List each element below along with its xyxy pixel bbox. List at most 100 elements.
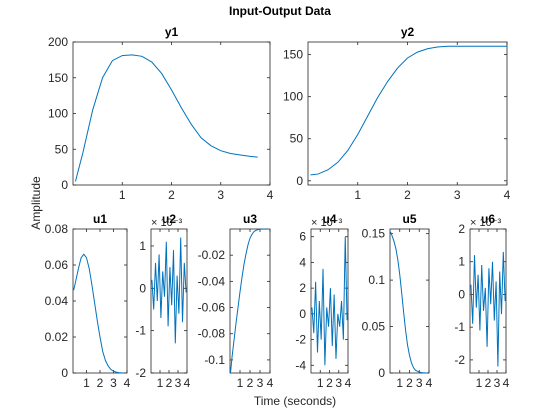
u6-y-tick-label: 0	[458, 287, 465, 301]
u6-series-line	[470, 251, 506, 367]
u3-y-tick-label: -0.04	[198, 274, 226, 288]
u5-x-tick-label: 4	[426, 376, 433, 390]
u6-exponent-label: × 10⁻³	[470, 217, 502, 229]
y1-y-tick-label: 150	[48, 71, 68, 85]
u6-x-tick-label: 2	[485, 376, 492, 390]
u3-axes: 1 2 3 4 -0.1 -0.08 -0.06 -0.04 -0.02 u3	[198, 212, 274, 390]
y2-y-tick-label: 50	[290, 132, 304, 146]
u6-title: u6	[481, 212, 495, 226]
u6-x-tick-label: 4	[503, 376, 510, 390]
u4-y-tick-label: -4	[295, 358, 306, 372]
u5-x-tick-label: 3	[416, 376, 423, 390]
u1-y-tick-label: 0.06	[45, 258, 69, 272]
y1-axes: 1 2 3 4 0 50 100 150 200 y1	[48, 25, 274, 202]
y1-series-line	[74, 54, 258, 182]
u1-plot-box	[72, 228, 128, 374]
u1-axes: 1 2 3 4 0 0.02 0.04 0.06 0.08 u1	[45, 212, 131, 390]
y2-title: y2	[401, 25, 415, 39]
u2-y-tick-label: 0	[139, 281, 146, 295]
y2-x-tick-label: 2	[404, 188, 411, 202]
u4-y-tick-label: 2	[299, 281, 306, 295]
u3-y-tick-label: -0.02	[198, 248, 226, 262]
u3-x-tick-label: 3	[257, 376, 264, 390]
u1-y-tick-label: 0.04	[45, 294, 69, 308]
u6-y-tick-label: -2	[454, 353, 465, 367]
y2-x-tick-label: 4	[504, 188, 511, 202]
u3-y-tick-label: -0.1	[204, 353, 225, 367]
u2-exponent-label: × 10⁻³	[151, 217, 183, 229]
y1-title: y1	[165, 25, 179, 39]
u2-x-tick-label: 4	[184, 376, 191, 390]
figure-y-axis-label: Amplitude	[29, 176, 43, 230]
y1-plot-box	[72, 41, 271, 186]
u5-y-tick-label: 0	[378, 366, 385, 380]
u4-x-tick-label: 4	[345, 376, 352, 390]
u3-x-tick-label: 4	[267, 376, 274, 390]
y1-y-tick-label: 100	[48, 107, 68, 121]
u1-x-tick-label: 3	[110, 376, 117, 390]
u6-x-tick-label: 3	[494, 376, 501, 390]
u4-x-tick-label: 2	[326, 376, 333, 390]
u1-y-tick-label: 0.08	[45, 222, 69, 236]
u1-x-tick-label: 1	[83, 376, 90, 390]
y2-x-tick-label: 3	[454, 188, 461, 202]
y1-x-tick-label: 3	[217, 188, 224, 202]
u4-title: u4	[322, 212, 336, 226]
u1-x-tick-label: 4	[124, 376, 131, 390]
y2-y-tick-label: 100	[283, 90, 303, 104]
u5-x-tick-label: 1	[396, 376, 403, 390]
u4-y-tick-label: 0	[299, 307, 306, 321]
u5-series-line	[390, 231, 428, 374]
u5-y-tick-label: 0.15	[362, 227, 386, 241]
u6-y-tick-label: 1	[458, 255, 465, 269]
u3-title: u3	[243, 212, 257, 226]
u6-y-tick-label: -1	[454, 320, 465, 334]
u5-title: u5	[402, 212, 416, 226]
u2-y-tick-label: -1	[135, 324, 146, 338]
u3-plot-box	[229, 228, 271, 374]
y2-axes: 1 2 3 4 0 50 100 150 y2	[283, 25, 511, 202]
u4-x-tick-label: 3	[335, 376, 342, 390]
u2-title: u2	[162, 212, 176, 226]
u4-x-tick-label: 1	[317, 376, 324, 390]
y1-x-tick-label: 2	[168, 188, 175, 202]
u1-y-tick-label: 0.02	[45, 330, 69, 344]
u3-x-tick-label: 2	[247, 376, 254, 390]
y1-y-tick-label: 50	[55, 142, 69, 156]
u2-y-tick-label: -2	[135, 366, 146, 380]
u5-y-tick-label: 0.05	[362, 320, 386, 334]
u5-y-tick-label: 0.1	[368, 273, 385, 287]
y2-series-line	[310, 45, 507, 176]
figure-x-axis-label: Time (seconds)	[254, 394, 336, 408]
u4-y-tick-label: 4	[299, 255, 306, 269]
u2-x-tick-label: 2	[166, 376, 173, 390]
y1-y-tick-label: 200	[48, 35, 68, 49]
u4-y-tick-label: 6	[299, 230, 306, 244]
u6-y-tick-label: 2	[458, 222, 465, 236]
y1-y-tick-label: 0	[61, 178, 68, 192]
u1-title: u1	[93, 212, 107, 226]
u5-x-tick-label: 2	[406, 376, 413, 390]
y2-y-tick-label: 0	[296, 174, 303, 188]
u2-y-tick-label: 1	[139, 239, 146, 253]
figure-title: Input-Output Data	[229, 4, 331, 18]
y1-x-tick-label: 4	[267, 188, 274, 202]
u1-series-line	[73, 253, 125, 374]
u4-y-tick-label: -2	[295, 333, 306, 347]
u2-x-tick-label: 3	[175, 376, 182, 390]
u3-y-tick-label: -0.08	[198, 327, 226, 341]
u4-exponent-label: × 10⁻³	[311, 217, 343, 229]
u2-x-tick-label: 1	[157, 376, 164, 390]
y2-y-tick-label: 150	[283, 48, 303, 62]
u1-y-tick-label: 0	[61, 366, 68, 380]
u3-x-tick-label: 1	[237, 376, 244, 390]
u5-axes: 1 2 3 4 0 0.05 0.1 0.15 u5	[362, 212, 433, 390]
y1-x-tick-label: 1	[119, 188, 126, 202]
u1-x-tick-label: 2	[97, 376, 104, 390]
u3-series-line	[230, 228, 268, 374]
y2-plot-box	[307, 41, 508, 186]
